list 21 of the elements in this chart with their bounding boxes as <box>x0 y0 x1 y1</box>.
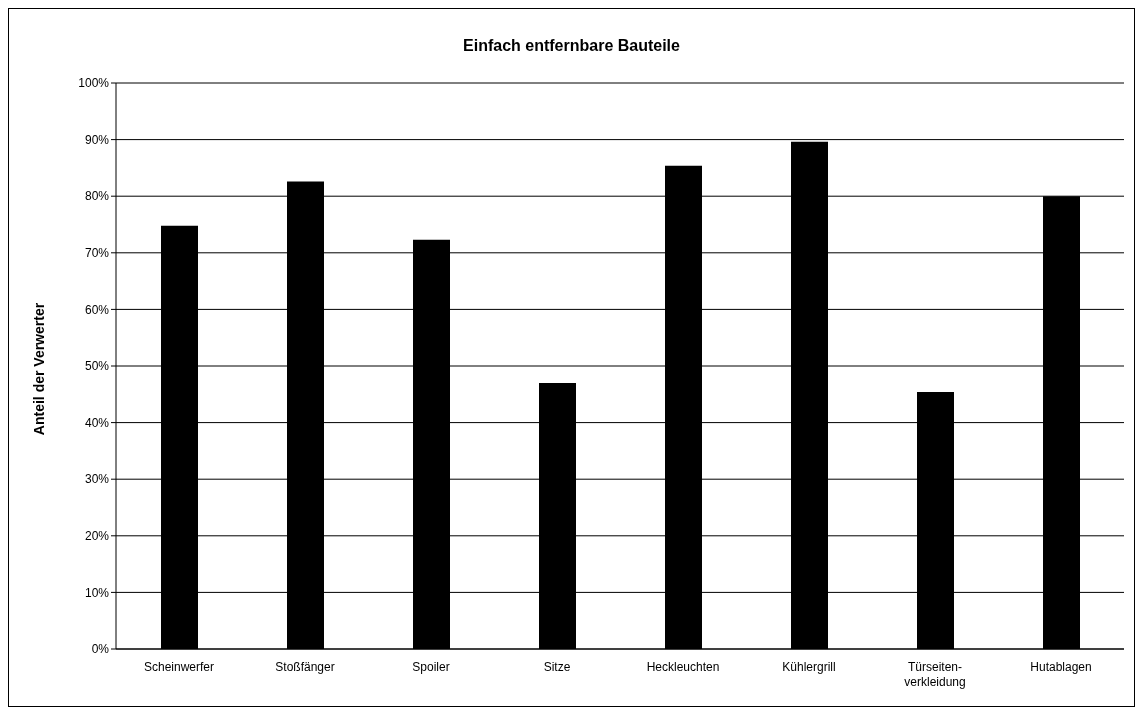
y-axis-title: Anteil der Verwerter <box>31 302 47 436</box>
y-tick-label: 70% <box>84 246 110 261</box>
y-tick-label: 90% <box>84 132 110 147</box>
x-tick-label: Spoiler <box>412 660 450 674</box>
y-tick-label: 80% <box>84 189 110 204</box>
y-tick-label: 30% <box>84 472 110 487</box>
y-tick-label: 10% <box>84 585 110 600</box>
x-tick-label: Scheinwerfer <box>143 660 215 674</box>
x-tick-label: Heckleuchten <box>646 660 720 674</box>
x-tick-label: Hutablagen <box>1030 660 1092 674</box>
x-tick-label: Türseiten-verkleidung <box>904 660 966 689</box>
y-tick-label: 100% <box>78 76 110 91</box>
x-tick-label: Sitze <box>543 660 571 674</box>
y-tick-label: 60% <box>84 302 110 317</box>
y-tick-label: 0% <box>91 642 110 657</box>
y-tick-label: 40% <box>84 415 110 430</box>
y-tick-label: 20% <box>84 529 110 544</box>
y-tick-label: 50% <box>84 359 110 374</box>
x-tick-label: Kühlergrill <box>782 660 836 674</box>
x-tick-label: Stoßfänger <box>275 660 335 674</box>
chart-title: Einfach entfernbare Bauteile <box>462 37 681 55</box>
